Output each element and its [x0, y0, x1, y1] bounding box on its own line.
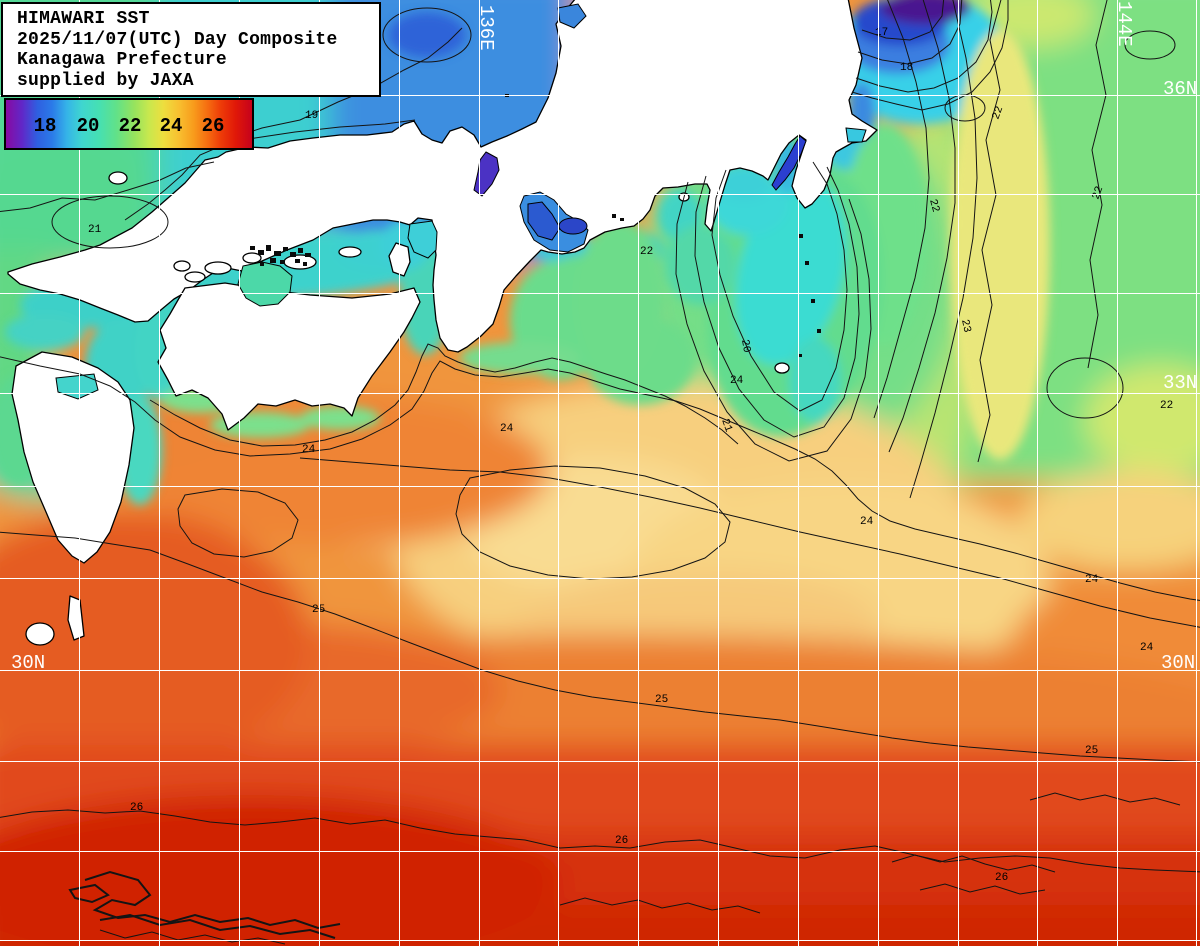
- svg-text:21: 21: [718, 417, 734, 434]
- svg-text:17: 17: [875, 27, 888, 39]
- svg-text:24: 24: [1085, 574, 1099, 586]
- svg-text:24: 24: [302, 444, 316, 456]
- svg-text:26: 26: [995, 872, 1008, 884]
- svg-text:HIMAWARI SST: HIMAWARI SST: [17, 9, 150, 29]
- svg-text:30N: 30N: [11, 652, 45, 674]
- svg-text:22: 22: [990, 105, 1006, 122]
- svg-text:2025/11/07(UTC) Day Composite: 2025/11/07(UTC) Day Composite: [17, 30, 338, 50]
- svg-text:22: 22: [119, 115, 142, 137]
- svg-text:25: 25: [1085, 745, 1098, 757]
- svg-text:24: 24: [860, 516, 874, 528]
- svg-text:26: 26: [130, 802, 143, 814]
- svg-text:18: 18: [900, 62, 913, 74]
- svg-text:26: 26: [202, 115, 225, 137]
- svg-text:36N: 36N: [1163, 78, 1197, 100]
- svg-text:24: 24: [1140, 642, 1154, 654]
- svg-text:25: 25: [655, 694, 668, 706]
- svg-text:25: 25: [312, 604, 325, 616]
- svg-text:33N: 33N: [1163, 372, 1197, 394]
- svg-text:22: 22: [1160, 400, 1173, 412]
- svg-text:26: 26: [615, 835, 628, 847]
- svg-text:23: 23: [958, 318, 972, 333]
- svg-text:144E: 144E: [1113, 1, 1135, 47]
- svg-text:24: 24: [730, 375, 744, 387]
- svg-text:21: 21: [88, 224, 102, 236]
- svg-text:20: 20: [738, 339, 752, 354]
- svg-text:22: 22: [1090, 185, 1106, 202]
- svg-text:136E: 136E: [475, 5, 497, 51]
- svg-text:19: 19: [305, 110, 318, 122]
- svg-text:supplied by JAXA: supplied by JAXA: [17, 71, 194, 91]
- svg-text:22: 22: [640, 246, 653, 258]
- svg-text:22: 22: [926, 198, 941, 214]
- svg-text:20: 20: [77, 115, 100, 137]
- svg-text:Kanagawa Prefecture: Kanagawa Prefecture: [17, 50, 227, 70]
- svg-text:30N: 30N: [1161, 652, 1195, 674]
- svg-text:24: 24: [500, 423, 514, 435]
- svg-text:24: 24: [160, 115, 183, 137]
- svg-text:18: 18: [34, 115, 57, 137]
